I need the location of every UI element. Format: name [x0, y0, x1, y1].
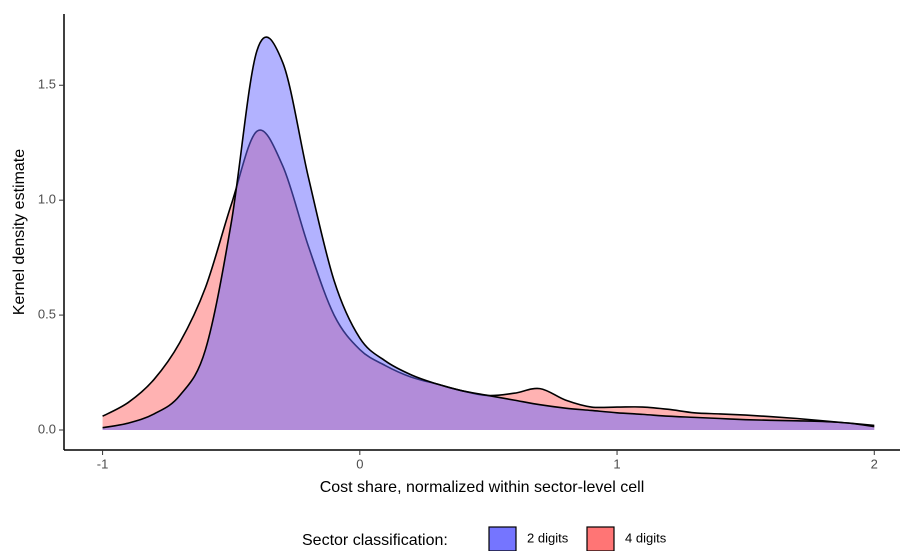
- x-tick-label: 1: [613, 456, 620, 471]
- legend-label: 2 digits: [527, 530, 569, 545]
- legend-key: [488, 526, 517, 551]
- x-tick-label: 0: [356, 456, 363, 471]
- y-tick-label: 1.0: [38, 192, 56, 207]
- y-tick-label: 0.5: [38, 307, 56, 322]
- legend-key: [586, 526, 615, 551]
- x-tick-label: -1: [97, 456, 109, 471]
- legend-title: Sector classification:: [302, 532, 448, 549]
- density-line: [102, 36, 875, 429]
- legend-label: 4 digits: [625, 530, 667, 545]
- density-area: [102, 37, 875, 431]
- y-tick-label: 1.5: [38, 77, 56, 92]
- x-axis-title: Cost share, normalized within sector-lev…: [320, 479, 645, 496]
- y-axis-title: Kernel density estimate: [11, 149, 28, 315]
- x-tick-label: 2: [871, 456, 878, 471]
- y-tick-label: 0.0: [38, 421, 56, 436]
